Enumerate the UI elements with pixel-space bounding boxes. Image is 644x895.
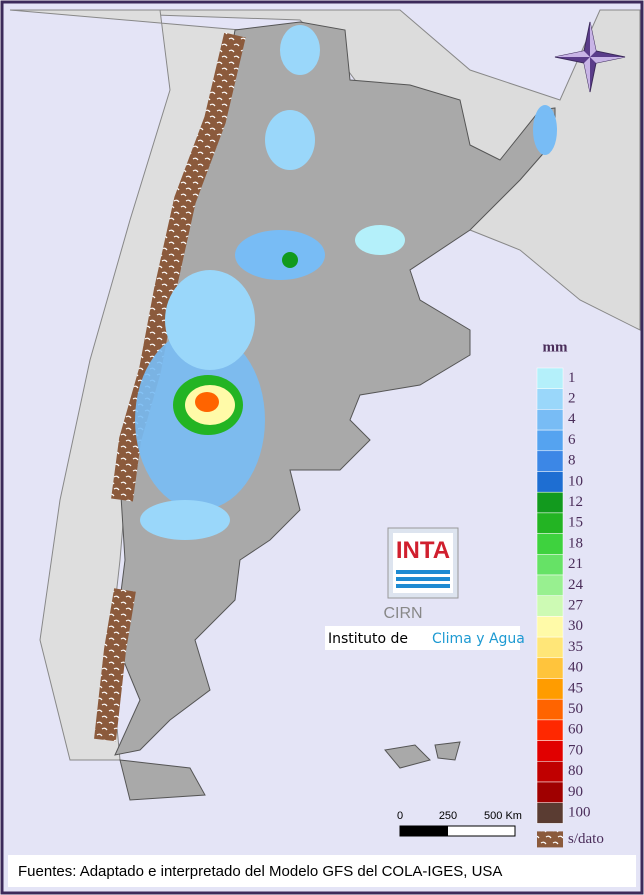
legend-label: 45	[568, 680, 583, 696]
compass-rose	[554, 21, 626, 93]
legend-swatch	[536, 781, 564, 803]
legend-label: 10	[568, 473, 583, 489]
legend-label: 1	[568, 370, 576, 386]
legend-swatch	[536, 761, 564, 783]
legend-swatch	[536, 698, 564, 721]
legend-label: 100	[568, 804, 591, 820]
legend-label: 60	[568, 722, 583, 738]
institute-highlight: Clima y Agua	[432, 631, 525, 647]
legend-swatch	[536, 740, 564, 762]
logo: INTA CIRN Instituto de Clima y Agua	[325, 527, 525, 650]
legend-swatch	[536, 574, 564, 596]
institute-box	[325, 626, 520, 650]
legend-label: 2	[568, 390, 576, 406]
legend-swatch	[536, 554, 564, 576]
legend-label: 27	[568, 597, 584, 613]
legend-swatch-nodata	[537, 831, 563, 848]
legend-label: 12	[568, 494, 583, 510]
legend-label: 6	[568, 432, 576, 448]
legend-swatch	[536, 429, 564, 452]
legend-swatch	[536, 802, 564, 824]
cirn-text: CIRN	[383, 605, 422, 622]
no-data-area	[94, 32, 246, 742]
legend-label: 8	[568, 453, 576, 469]
legend-label: s/dato	[568, 831, 604, 847]
legend-label: 70	[568, 742, 583, 758]
legend-label: 15	[568, 515, 583, 531]
legend-label: 24	[568, 577, 584, 593]
legend-swatch	[536, 491, 564, 514]
islands	[384, 741, 461, 769]
scale-label: 250	[439, 810, 457, 822]
legend-label: 35	[568, 639, 583, 655]
scale-label: 0	[397, 810, 403, 822]
legend-swatch	[536, 367, 564, 389]
legend-label: 18	[568, 535, 583, 551]
legend-swatch	[536, 719, 564, 741]
inta-logo-inner	[393, 533, 453, 593]
scale-bar: 0 250 500 Km	[397, 810, 522, 837]
legend-label: 40	[568, 660, 583, 676]
legend: mm 1246810121518212427303540455060708090…	[536, 339, 604, 848]
legend-label: 90	[568, 784, 583, 800]
legend-swatch	[536, 657, 564, 679]
inta-text: INTA	[396, 537, 450, 564]
legend-label: 50	[568, 701, 583, 717]
precipitation	[135, 25, 557, 540]
legend-swatch	[536, 409, 564, 431]
legend-swatch	[536, 471, 564, 493]
legend-swatch	[536, 512, 564, 534]
legend-swatch	[536, 533, 564, 555]
legend-unit: mm	[543, 339, 568, 355]
legend-swatch	[536, 616, 564, 638]
tierra-del-fuego	[119, 759, 206, 801]
legend-label: 21	[568, 556, 583, 572]
legend-swatch	[536, 595, 564, 617]
scale-label: 500 Km	[484, 810, 522, 822]
legend-label: 80	[568, 763, 583, 779]
legend-label: 4	[568, 411, 576, 427]
legend-label: 30	[568, 618, 583, 634]
footer-box	[8, 855, 636, 887]
institute-text: Instituto de	[328, 631, 408, 647]
legend-swatch	[536, 636, 564, 659]
legend-swatch	[536, 450, 564, 472]
legend-swatch	[536, 388, 564, 410]
legend-swatch	[536, 678, 564, 700]
footer-text: Fuentes: Adaptado e interpretado del Mod…	[18, 863, 502, 880]
